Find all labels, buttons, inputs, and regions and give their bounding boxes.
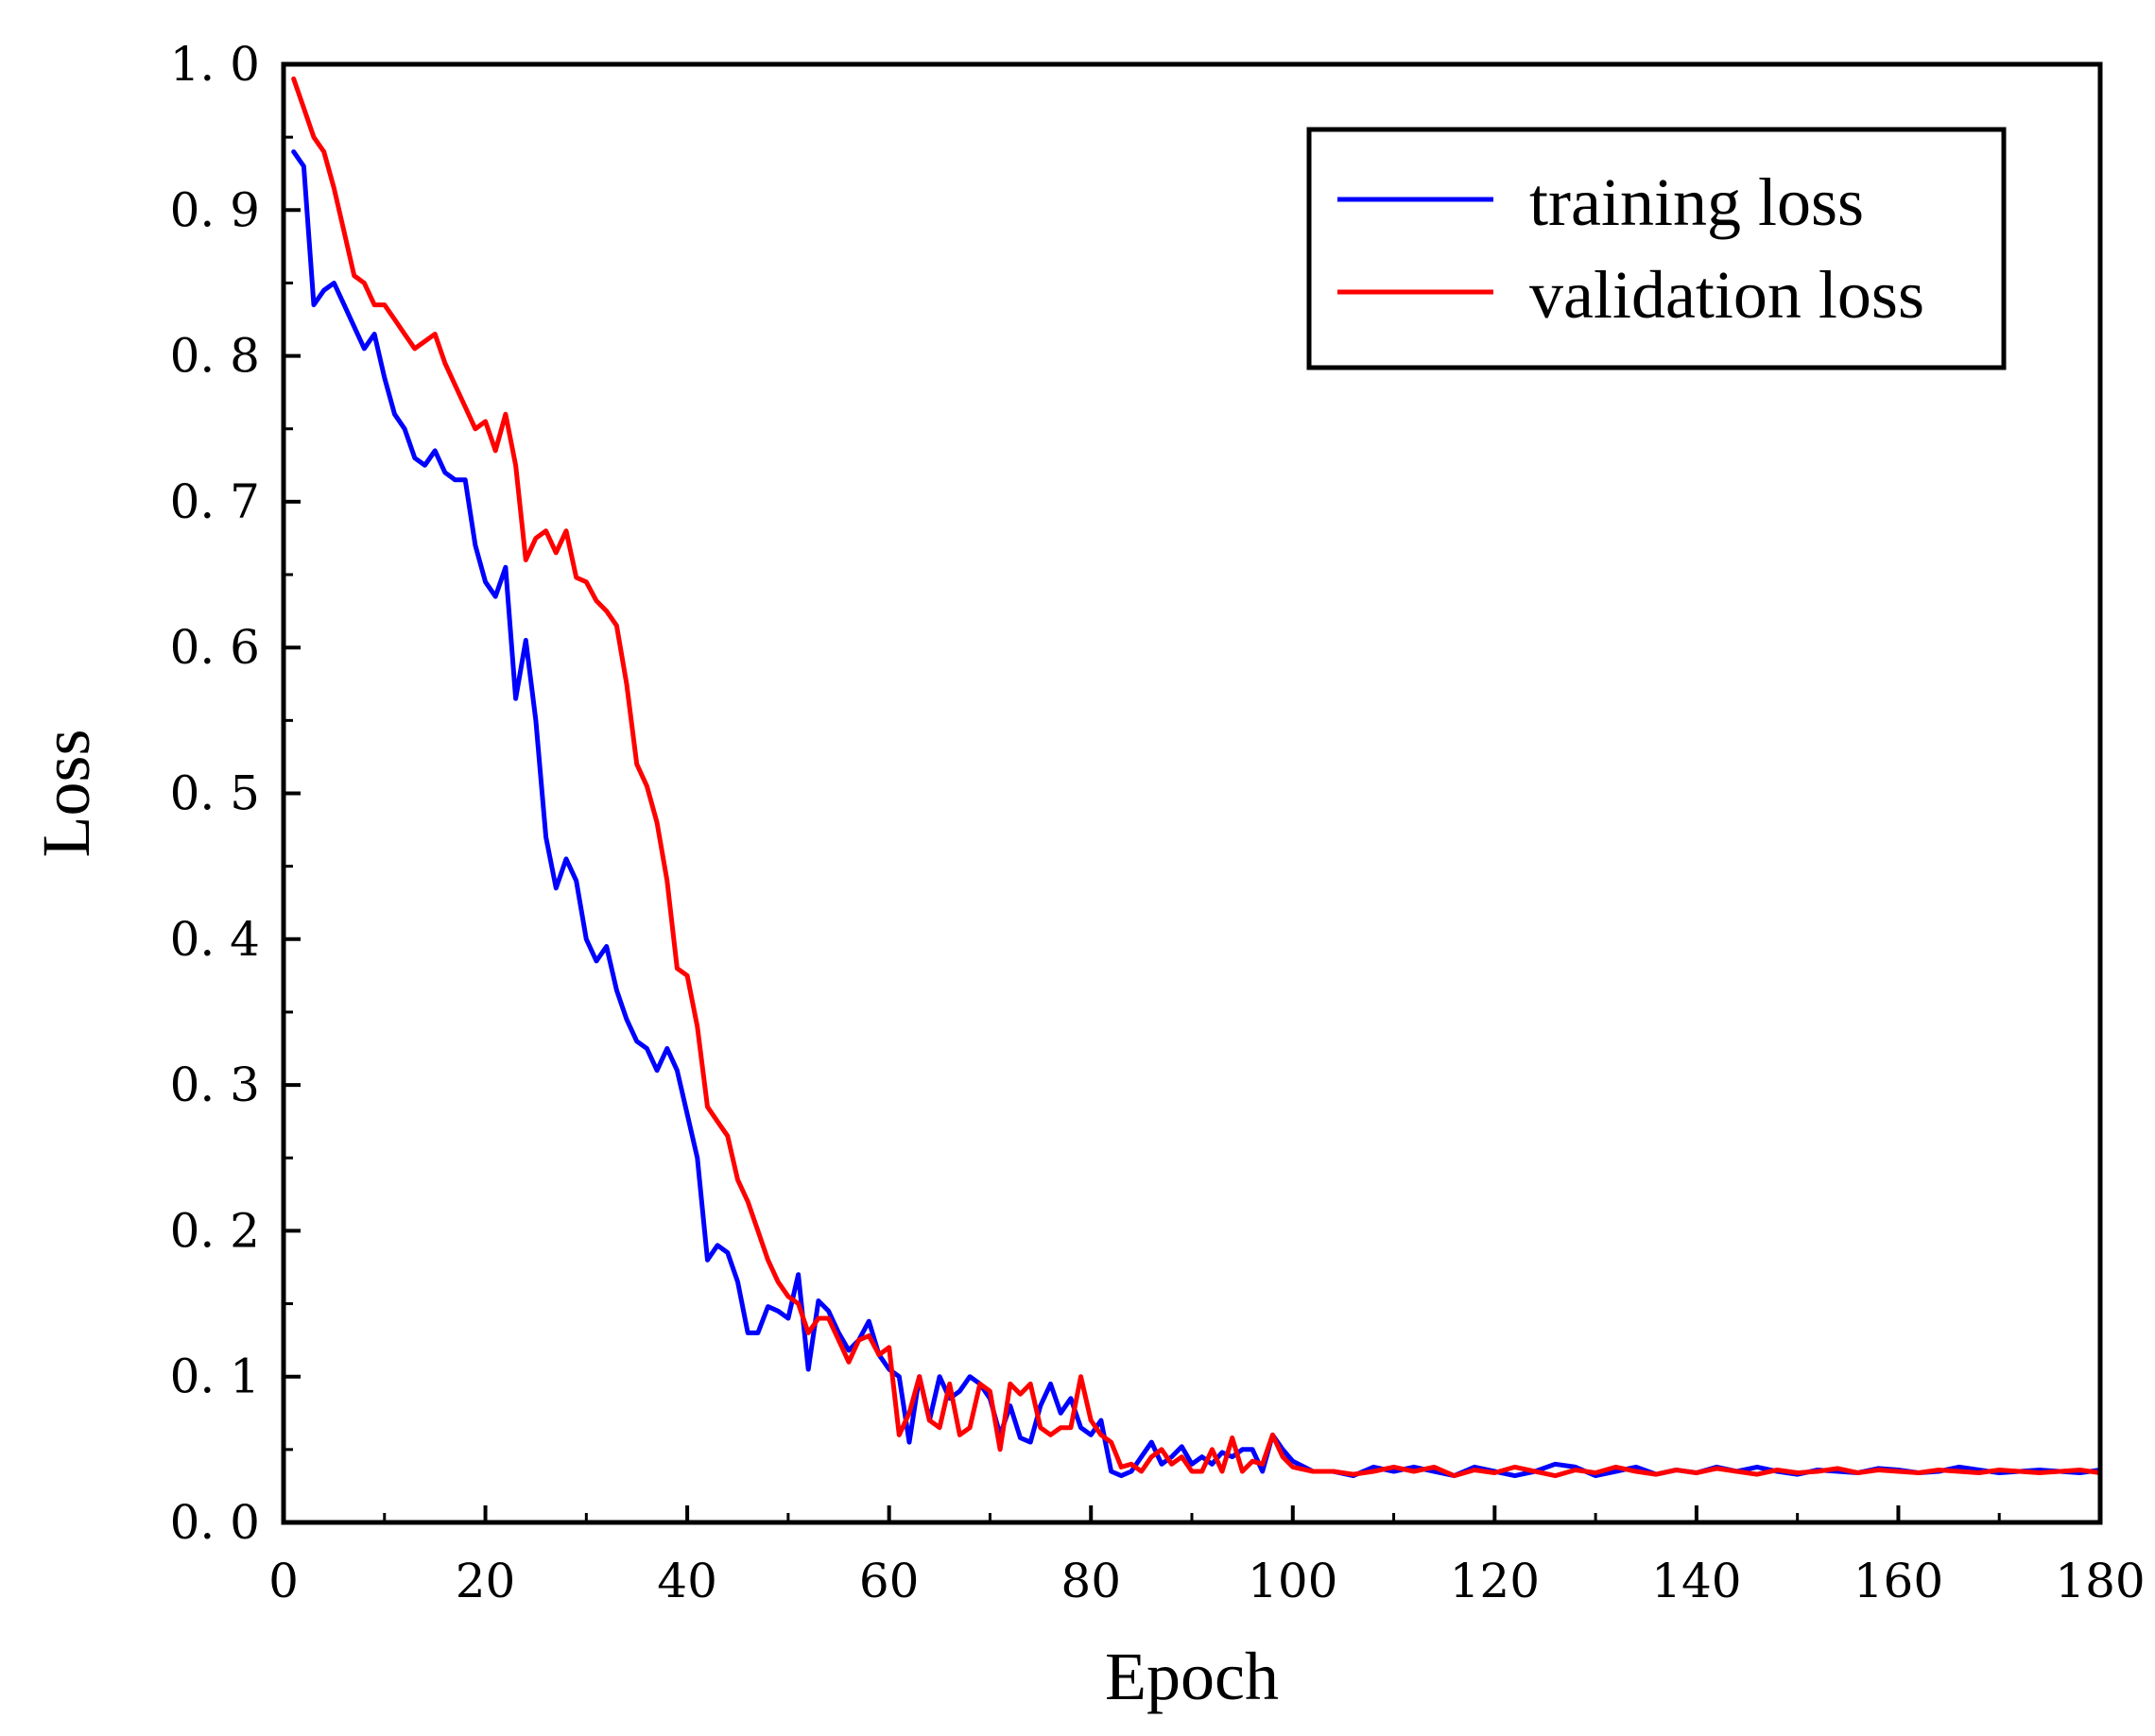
y-tick-label-8: 0. 8 [170,329,260,384]
x-tick-label-160: 160 [1853,1554,1943,1608]
x-tick-label-40: 40 [657,1554,717,1608]
x-tick-label-120: 120 [1450,1554,1540,1608]
x-axis-title: Epoch [1105,1639,1279,1714]
y-axis: 0. 0 0. 1 0. 2 0. 3 0. 4 0. 5 0. 6 0. 7 0. 8 0. 9… [170,37,301,1550]
y-axis-title: Loss [28,729,104,857]
y-tick-label-6: 0. 6 [170,620,260,675]
y-tick-label-7: 0. 7 [170,474,260,529]
x-tick-label-80: 80 [1060,1554,1121,1608]
legend-label-training: training loss [1529,164,1864,240]
x-tick-label-140: 140 [1651,1554,1741,1608]
y-tick-label-4: 0. 4 [170,912,260,967]
legend-box [1306,127,2007,370]
y-tick-label-3: 0. 3 [170,1057,260,1112]
x-axis: 0 20 40 60 80 100 120 140 160 180 [268,1505,2146,1608]
x-tick-label-60: 60 [859,1554,920,1608]
legend: training loss validation loss [1306,127,2007,370]
validation-loss-line [291,76,2103,1479]
y-tick-label-0: 0. 0 [170,1495,260,1550]
x-tick-label-180: 180 [2055,1554,2145,1608]
legend-label-validation: validation loss [1529,257,1924,333]
y-tick-label-5: 0. 5 [170,766,260,821]
x-tick-label-100: 100 [1248,1554,1337,1608]
y-tick-label-10: 1. 0 [170,37,260,92]
y-tick-label-1: 0. 1 [170,1349,260,1404]
x-tick-label-0: 0 [268,1554,299,1608]
y-tick-label-2: 0. 2 [170,1203,260,1258]
series-layer [291,76,2103,1479]
y-tick-label-9: 0. 9 [170,182,260,237]
x-tick-label-20: 20 [456,1554,516,1608]
